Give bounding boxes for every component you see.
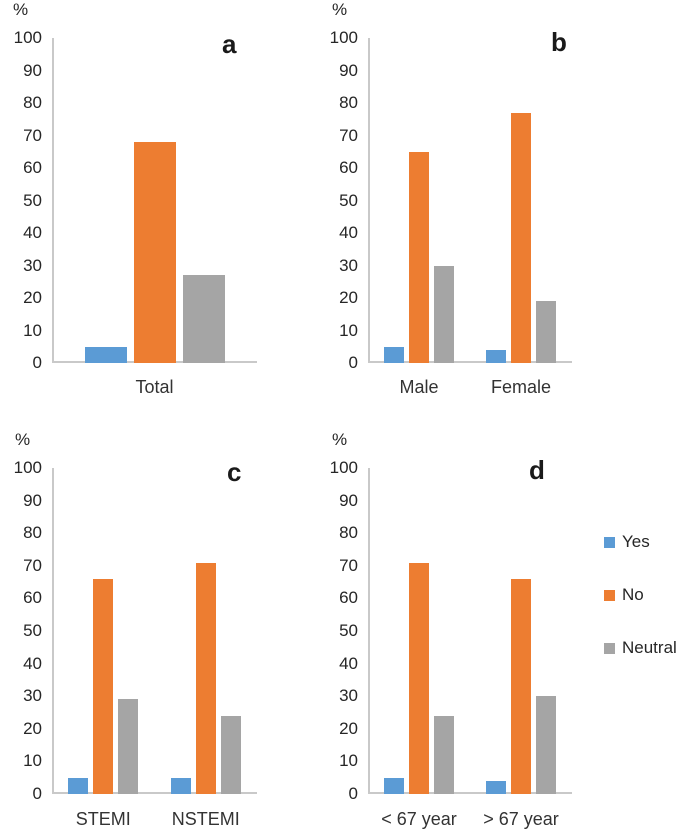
y-tick-label-100: 100 [329,28,358,47]
legend-label-neutral: Neutral [622,638,677,657]
bar-no-total [133,142,176,363]
y-tick-label-20: 20 [23,288,42,307]
y-tick-label-40: 40 [23,653,42,673]
y-tick-label-80: 80 [23,523,42,543]
y-tick-label-100: 100 [329,458,358,477]
bar-yes-male [384,346,404,363]
bar-no-67-year [409,562,429,794]
y-axis-unit-label: % [15,430,31,449]
category-label-total: Total [135,377,174,397]
bar-yes-67-year [384,777,404,794]
category-label-stemi: STEMI [75,809,131,829]
bar-yes-nstemi [170,777,191,794]
bar-neutral-67-year [536,696,556,794]
y-axis-unit-label: % [13,0,29,19]
bar-yes-67-year [486,780,506,794]
y-tick-label-90: 90 [339,60,358,80]
bar-neutral-67-year [434,715,454,794]
no-swatch [604,589,615,601]
y-tick-label-100: 100 [13,458,42,477]
neutral-swatch [604,642,615,654]
bar-no-stemi [93,578,114,794]
legend-entry-neutral: Neutral [604,638,677,658]
category-label-nstemi: NSTEMI [171,809,240,829]
bar-yes-stemi [68,777,89,794]
panel-b: % b 100 90 80 70 60 50 40 30 20 10 0 Male Female [320,0,685,416]
y-tick-label-100: 100 [13,28,42,47]
y-tick-label-80: 80 [339,93,358,112]
bar-no-male [409,151,429,363]
y-axis-unit-label: % [332,430,348,449]
plot-area-b [368,38,572,363]
category-label-female: Female [490,377,552,397]
panel-d: % d 100 90 80 70 60 50 40 30 20 10 0 < 67 year > 67 ye… [320,416,685,833]
y-tick-label-50: 50 [23,621,42,640]
category-label-male: Male [399,377,439,397]
y-tick-label-40: 40 [339,223,358,242]
yes-swatch [604,536,615,548]
y-tick-label-90: 90 [339,490,358,510]
y-tick-label-20: 20 [339,288,358,307]
bar-neutral-stemi [118,699,139,794]
y-tick-label-10: 10 [339,320,358,340]
bar-neutral-nstemi [220,715,241,794]
y-tick-label-70: 70 [339,555,358,575]
panel-letter-a: a [222,29,237,59]
y-tick-label-60: 60 [23,588,42,608]
category-label-67-year: > 67 year [483,809,559,829]
y-tick-label-30: 30 [23,686,42,706]
y-tick-label-90: 90 [23,490,42,510]
y-tick-label-30: 30 [23,255,42,275]
panel-a: % a 100 90 80 70 60 50 40 30 20 10 0 Total [0,0,320,416]
legend-label-yes: Yes [622,532,650,551]
panel-c: % c 100 90 80 70 60 50 40 30 20 10 0 STEMI NSTEMI [0,416,320,833]
y-tick-label-80: 80 [339,523,358,543]
legend-label-no: No [622,585,644,604]
y-tick-label-70: 70 [339,125,358,145]
bar-no-female [511,112,531,363]
y-tick-label-90: 90 [23,60,42,80]
y-tick-label-80: 80 [23,93,42,112]
panel-letter-d: d [529,455,545,485]
y-tick-label-60: 60 [339,588,358,608]
y-tick-label-20: 20 [23,718,42,738]
bar-neutral-total [182,275,225,363]
y-tick-label-60: 60 [339,158,358,177]
panel-letter-c: c [227,457,242,487]
legend: Yes No Neutral [604,532,677,658]
y-tick-label-20: 20 [339,718,358,738]
y-tick-label-40: 40 [23,223,42,242]
y-tick-label-70: 70 [23,125,42,145]
y-tick-label-60: 60 [23,158,42,177]
bar-no-67-year [511,578,531,794]
bar-neutral-male [434,265,454,363]
y-tick-label-0: 0 [32,784,42,803]
bar-yes-total [84,346,127,363]
y-tick-label-30: 30 [339,255,358,275]
y-tick-label-30: 30 [339,686,358,706]
bar-no-nstemi [195,562,216,794]
y-axis-unit-label: % [332,0,348,19]
y-tick-label-40: 40 [339,653,358,673]
bar-yes-female [486,350,506,363]
y-tick-label-10: 10 [23,751,42,771]
y-tick-label-50: 50 [339,621,358,640]
y-tick-label-0: 0 [348,784,358,803]
plot-area-d [368,468,572,794]
y-tick-label-0: 0 [32,353,42,372]
legend-entry-yes: Yes [604,532,677,552]
legend-entry-no: No [604,585,677,605]
panel-letter-b: b [551,27,567,57]
y-tick-label-50: 50 [23,190,42,210]
plot-area-c [52,468,257,794]
bar-neutral-female [536,301,556,363]
y-tick-label-10: 10 [339,751,358,771]
y-tick-label-0: 0 [348,353,358,372]
category-label-67-year: < 67 year [381,809,457,829]
y-tick-label-10: 10 [23,320,42,340]
y-tick-label-70: 70 [23,555,42,575]
y-tick-label-50: 50 [339,190,358,210]
